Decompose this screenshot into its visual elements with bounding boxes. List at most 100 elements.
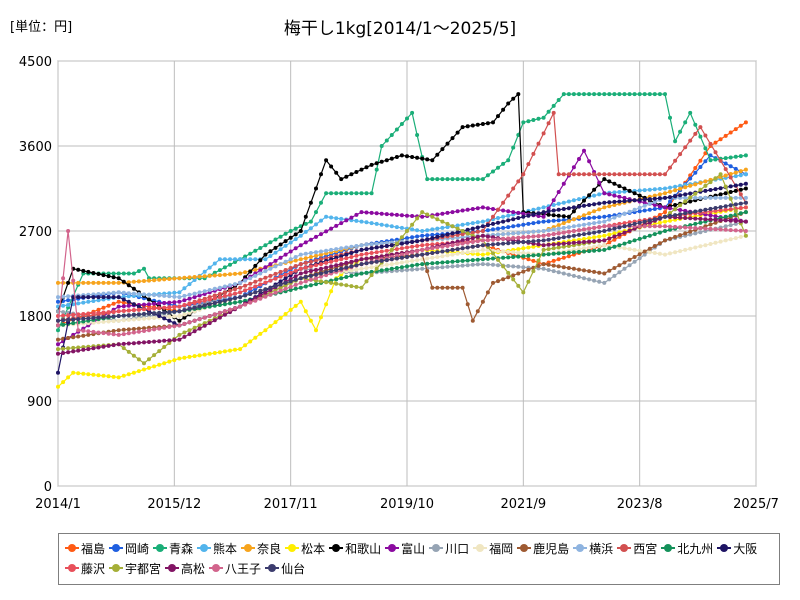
data-point (202, 352, 207, 357)
data-point (587, 203, 592, 207)
data-point (663, 219, 667, 224)
data-point (496, 226, 500, 231)
data-point (364, 256, 369, 261)
data-point (162, 277, 167, 282)
data-point (293, 226, 298, 231)
data-point (496, 114, 500, 119)
data-point (243, 343, 248, 348)
data-point (738, 187, 743, 192)
data-point (182, 308, 187, 313)
data-point (430, 177, 435, 182)
data-point (708, 217, 713, 222)
data-point (511, 186, 516, 191)
data-point (182, 334, 187, 339)
data-point (627, 240, 632, 244)
data-point (253, 284, 258, 289)
data-point (228, 301, 232, 306)
data-point (602, 200, 607, 205)
data-point (536, 211, 541, 216)
data-point (116, 299, 121, 304)
data-point (147, 306, 151, 311)
data-point (460, 222, 465, 227)
data-point (263, 287, 268, 292)
data-point (531, 258, 536, 263)
data-point (374, 250, 379, 255)
data-point (157, 314, 162, 318)
data-point (354, 263, 359, 268)
data-point (480, 257, 485, 262)
data-point (288, 284, 293, 289)
data-point (349, 284, 354, 289)
data-point (298, 266, 303, 271)
data-point (116, 318, 121, 323)
data-point (556, 264, 561, 269)
data-point (683, 247, 688, 252)
data-point (136, 326, 141, 331)
data-point (693, 245, 698, 250)
data-point (384, 267, 389, 272)
data-point (106, 310, 111, 315)
data-point (728, 213, 733, 218)
data-point (657, 196, 662, 201)
data-point (405, 255, 409, 259)
data-point (607, 240, 612, 245)
legend-swatch (617, 544, 632, 552)
legend-swatch (65, 544, 79, 552)
data-point (212, 301, 217, 305)
data-point (238, 304, 243, 309)
data-point (106, 314, 111, 319)
data-point (485, 218, 490, 223)
data-point (445, 253, 450, 258)
data-point (217, 303, 222, 307)
data-point (511, 250, 516, 255)
data-point (566, 234, 571, 239)
data-point (202, 292, 207, 296)
data-point (81, 333, 86, 338)
data-point (354, 218, 359, 223)
data-point (136, 292, 141, 296)
data-point (116, 295, 121, 300)
data-point (541, 210, 546, 215)
data-point (480, 243, 485, 248)
data-point (243, 283, 248, 288)
data-point (435, 245, 440, 250)
data-point (541, 214, 546, 219)
data-point (319, 172, 323, 177)
data-point (147, 328, 151, 333)
data-point (101, 344, 106, 349)
data-point (96, 320, 101, 325)
data-point (308, 277, 313, 282)
data-point (101, 373, 106, 378)
data-point (632, 255, 637, 259)
data-point (425, 233, 430, 238)
data-point (506, 236, 511, 241)
data-point (81, 280, 86, 285)
data-point (420, 156, 425, 161)
data-point (663, 195, 667, 200)
data-point (556, 251, 561, 256)
data-point (465, 258, 470, 263)
x-tick-label: 2025/7 (733, 497, 779, 512)
data-point (379, 254, 384, 259)
data-point (61, 310, 66, 315)
data-point (485, 256, 490, 261)
data-point (197, 353, 202, 358)
data-point (506, 225, 511, 230)
data-point (364, 191, 369, 196)
data-point (693, 166, 698, 170)
data-point (561, 255, 566, 260)
data-point (399, 246, 404, 251)
data-point (222, 302, 227, 307)
data-point (66, 346, 71, 351)
data-point (450, 243, 455, 248)
data-point (374, 255, 379, 259)
legend-item: 福島 (65, 538, 105, 558)
data-point (253, 298, 258, 303)
data-point (329, 226, 334, 231)
data-point (546, 237, 551, 242)
legend-swatch (429, 544, 444, 552)
data-point (668, 206, 672, 211)
data-point (440, 265, 445, 270)
data-point (131, 330, 136, 335)
data-point (678, 193, 683, 198)
